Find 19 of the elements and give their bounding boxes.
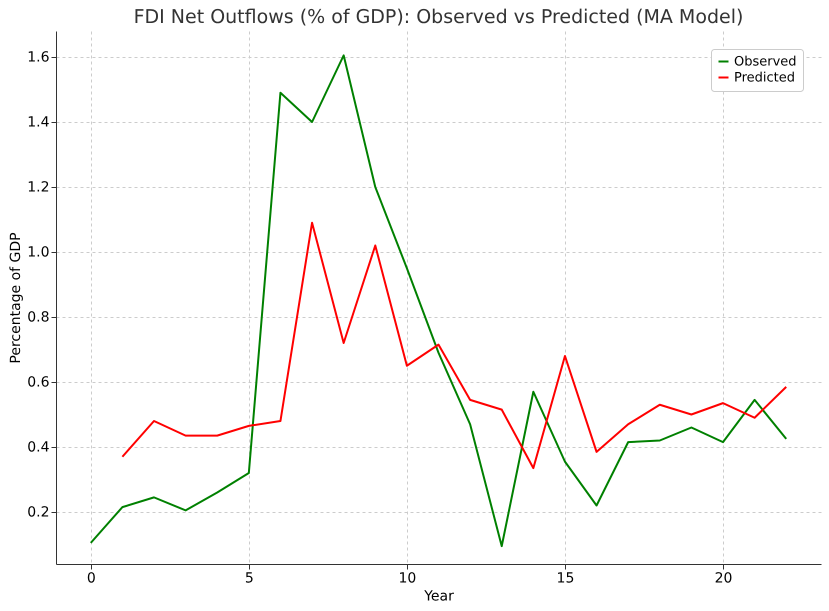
y-tick-label: 0.8 <box>27 310 50 326</box>
y-tick-label: 0.6 <box>27 374 50 390</box>
y-tick-label: 1.2 <box>27 180 50 196</box>
legend-label: Predicted <box>734 70 796 86</box>
y-tick-label: 1.0 <box>27 244 50 260</box>
legend-label: Observed <box>734 54 797 70</box>
x-tick-label: 0 <box>86 570 96 586</box>
y-tick-label: 1.6 <box>27 50 50 66</box>
chart-title: FDI Net Outflows (% of GDP): Observed vs Predicted (MA Model) <box>134 6 744 28</box>
x-tick-label: 15 <box>556 570 574 586</box>
y-tick-label: 0.4 <box>27 440 50 456</box>
line-series <box>121 222 788 470</box>
y-axis-title: Percentage of GDP <box>8 232 24 364</box>
x-tick-label: 20 <box>714 570 732 586</box>
x-tick-label: 10 <box>398 570 416 586</box>
x-axis-title: Year <box>423 588 454 604</box>
y-tick-label: 0.2 <box>27 504 50 520</box>
y-tick-label: 1.4 <box>27 114 50 130</box>
x-tick-label: 5 <box>244 570 254 586</box>
